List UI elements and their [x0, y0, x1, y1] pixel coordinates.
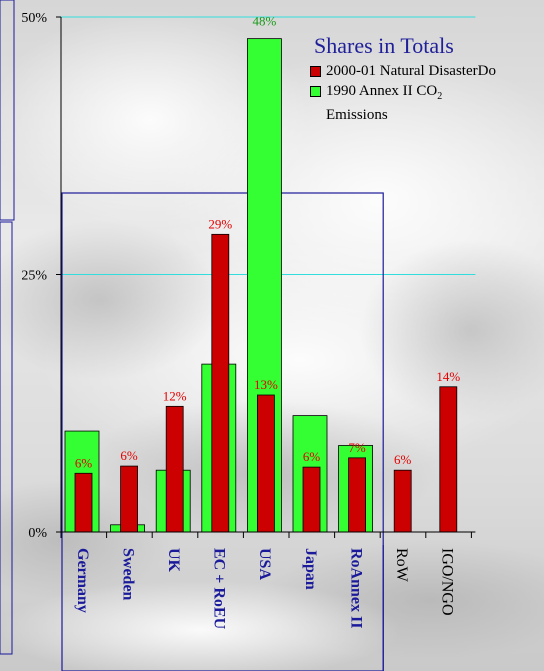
data-labels: 6% 6% 12% 29% 13% 48% 6% 7% 6% 14% [75, 14, 461, 471]
legend-swatch-green [310, 86, 321, 97]
category-label: EC + RoEU [211, 548, 228, 630]
data-label-disaster: 6% [75, 455, 93, 470]
data-label-disaster: 7% [348, 440, 366, 455]
legend-label-co2: 1990 Annex II CO2 Emissions [326, 82, 536, 124]
category-labels: Germany Sweden UK EC + RoEU USA Japan RoAnnex … [74, 548, 456, 630]
y-tick-label: 0% [28, 526, 47, 541]
bar-disaster-1 [120, 465, 138, 533]
data-label-disaster: 14% [436, 369, 460, 384]
bar-disaster-3 [211, 233, 230, 533]
category-label: Germany [74, 548, 91, 613]
category-label: RoW [393, 548, 410, 583]
data-label-disaster: 12% [163, 388, 187, 403]
bar-disaster-2 [165, 405, 184, 533]
legend-label-co2-rest: Emissions [326, 107, 388, 123]
category-label: Japan [302, 548, 319, 590]
legend-label-natural-disaster: 2000-01 Natural DisasterDo [326, 63, 496, 79]
legend-item-natural-disaster: 2000-01 Natural DisasterDo [300, 62, 544, 80]
data-label-disaster: 6% [120, 448, 138, 463]
data-label-disaster: 6% [394, 452, 412, 467]
data-label-disaster: 29% [208, 216, 232, 231]
legend-title: Shares in Totals [314, 33, 454, 58]
y-axis-tick-labels: 0% 25% 50% [21, 11, 47, 541]
y-tick-label: 50% [21, 11, 47, 26]
legend-label-co2-main: 1990 Annex II CO [326, 83, 438, 99]
legend-item-co2: 1990 Annex II CO2 Emissions [300, 82, 544, 124]
data-label-disaster: 13% [254, 377, 278, 392]
bar-disaster-4 [256, 394, 275, 533]
category-label: IGO/NGO [439, 548, 456, 616]
bar-disaster-6 [348, 457, 367, 533]
bar-disaster-0 [74, 472, 93, 533]
axes [56, 16, 476, 538]
data-label-disaster: 6% [303, 449, 321, 464]
category-label: RoAnnex II [347, 548, 364, 628]
bars [64, 38, 458, 533]
y-tick-label: 25% [21, 269, 47, 284]
category-label: UK [165, 548, 182, 573]
annex-ii-group-box [61, 192, 384, 671]
bar-disaster-7 [393, 469, 412, 533]
legend-label-co2-subscript: 2 [437, 91, 443, 102]
legend: Shares in Totals 2000-01 Natural Disaste… [300, 32, 544, 124]
bar-disaster-5 [302, 466, 321, 533]
bar-disaster-8 [439, 386, 458, 533]
category-label: USA [256, 548, 273, 580]
annex-ii-outline [61, 192, 384, 671]
data-label-co2: 48% [252, 14, 276, 29]
legend-swatch-red [310, 66, 321, 77]
category-label: Sweden [119, 548, 136, 601]
